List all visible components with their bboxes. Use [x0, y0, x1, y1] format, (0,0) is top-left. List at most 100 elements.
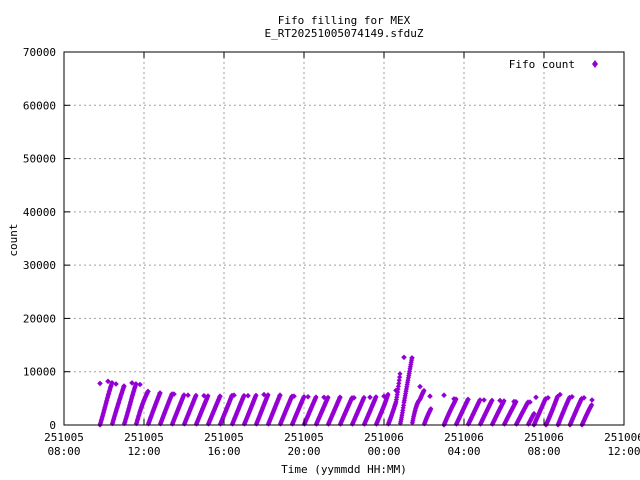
x-tick-label-time: 16:00	[207, 445, 240, 458]
data-point-peak	[589, 397, 595, 403]
data-point	[400, 407, 406, 413]
series-segment	[441, 392, 537, 428]
data-point	[501, 398, 507, 404]
x-tick-label-time: 12:00	[127, 445, 160, 458]
legend-label: Fifo count	[509, 58, 575, 71]
x-tick-label-date: 251006	[444, 431, 484, 444]
axis-ticks: 0 10000 20000 30000 40000 50000 60000 70000 2510…	[23, 46, 640, 458]
data-point-peak	[393, 387, 399, 394]
data-point	[396, 377, 402, 383]
data-point	[421, 387, 427, 394]
data-point	[193, 392, 199, 398]
data-point	[395, 383, 401, 389]
data-point-peak	[321, 394, 327, 401]
y-tick-label: 20000	[23, 312, 56, 325]
data-point	[407, 368, 413, 374]
data-point	[394, 394, 400, 400]
data-point-peak	[97, 380, 103, 387]
data-point-peak	[441, 392, 447, 398]
data-point	[567, 394, 573, 400]
data-point-peak	[417, 383, 423, 390]
data-point	[109, 380, 115, 386]
data-point	[265, 392, 271, 398]
data-points	[97, 354, 595, 428]
data-point-peak	[145, 388, 151, 395]
y-tick-label: 30000	[23, 259, 56, 272]
data-point	[579, 395, 585, 402]
data-point	[401, 397, 407, 403]
y-axis-label: count	[7, 223, 20, 256]
data-point	[133, 381, 139, 387]
data-point	[401, 402, 407, 408]
data-point-peak	[337, 394, 343, 401]
x-tick-label-time: 08:00	[47, 445, 80, 458]
data-point	[397, 374, 403, 380]
data-point-peak	[129, 380, 135, 386]
data-point-peak	[381, 393, 387, 399]
data-point-peak	[231, 392, 237, 398]
x-tick-label-time: 04:00	[447, 445, 480, 458]
legend-marker	[592, 60, 598, 68]
data-point-peak	[121, 383, 127, 389]
data-point	[393, 397, 399, 403]
data-point-peak	[291, 393, 297, 399]
data-point-peak	[511, 398, 517, 405]
data-point	[241, 392, 247, 399]
data-point-peak	[261, 391, 267, 398]
series-segment	[531, 391, 595, 428]
data-point-peak	[533, 394, 539, 401]
data-point-peak	[569, 394, 575, 400]
data-point-peak	[217, 393, 223, 399]
y-tick-label: 70000	[23, 46, 56, 59]
data-point-peak	[527, 399, 533, 405]
data-point	[385, 391, 391, 397]
data-point-peak	[557, 391, 563, 398]
x-tick-label-time: 20:00	[287, 445, 320, 458]
data-point-peak	[137, 381, 143, 388]
data-point	[543, 396, 549, 402]
data-point	[301, 394, 307, 400]
y-tick-label: 60000	[23, 99, 56, 112]
data-point-peak	[465, 396, 471, 403]
data-point	[399, 410, 405, 416]
data-point	[407, 364, 413, 370]
x-tick-label-date: 251006	[364, 431, 404, 444]
data-point-peak	[581, 395, 587, 401]
grid	[64, 52, 624, 425]
data-point-peak	[105, 378, 111, 385]
data-point-peak	[451, 396, 457, 402]
legend: Fifo count	[509, 58, 598, 71]
data-point-peak	[367, 394, 373, 401]
data-point-peak	[351, 395, 357, 401]
data-point	[589, 402, 595, 408]
x-tick-label-date: 251005	[204, 431, 244, 444]
data-point	[489, 397, 495, 403]
x-tick-label-time: 00:00	[367, 445, 400, 458]
data-point	[397, 371, 403, 377]
data-point-peak	[185, 392, 191, 398]
y-tick-label: 50000	[23, 153, 56, 166]
data-point-peak	[157, 390, 163, 396]
chart-subtitle: E_RT20251005074149.sfduZ	[265, 27, 424, 40]
data-point	[394, 392, 400, 398]
data-point-peak	[427, 393, 433, 399]
data-point	[428, 406, 434, 412]
x-tick-label-date: 251005	[124, 431, 164, 444]
x-tick-label-date: 251005	[284, 431, 324, 444]
data-point	[205, 393, 211, 399]
x-axis-label: Time (yymmdd HH:MM)	[281, 463, 407, 476]
data-point	[477, 397, 483, 403]
data-point-peak	[113, 381, 119, 387]
data-point	[555, 393, 561, 399]
x-tick-label-date: 251006	[524, 431, 564, 444]
data-point-peak	[545, 395, 551, 401]
x-tick-label-date: 251006	[604, 431, 640, 444]
data-point	[313, 394, 319, 400]
data-point-peak	[277, 392, 283, 398]
data-point-peak	[401, 354, 407, 361]
data-point	[181, 392, 187, 398]
data-point-peak	[305, 394, 311, 400]
data-point	[404, 384, 410, 390]
y-tick-label: 10000	[23, 366, 56, 379]
